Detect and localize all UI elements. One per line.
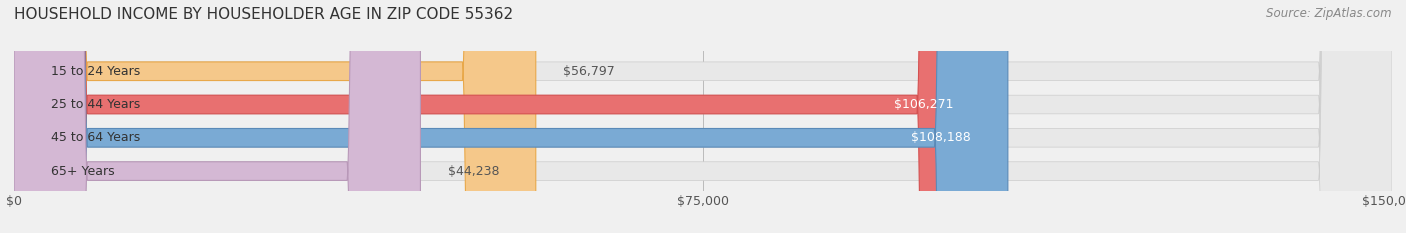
FancyBboxPatch shape	[14, 0, 990, 233]
Text: HOUSEHOLD INCOME BY HOUSEHOLDER AGE IN ZIP CODE 55362: HOUSEHOLD INCOME BY HOUSEHOLDER AGE IN Z…	[14, 7, 513, 22]
FancyBboxPatch shape	[14, 0, 1392, 233]
FancyBboxPatch shape	[14, 0, 1392, 233]
Text: 25 to 44 Years: 25 to 44 Years	[51, 98, 141, 111]
Text: 65+ Years: 65+ Years	[51, 164, 114, 178]
FancyBboxPatch shape	[14, 0, 1008, 233]
Text: $44,238: $44,238	[449, 164, 499, 178]
FancyBboxPatch shape	[14, 0, 1392, 233]
FancyBboxPatch shape	[14, 0, 1392, 233]
Text: $56,797: $56,797	[564, 65, 614, 78]
FancyBboxPatch shape	[14, 0, 420, 233]
Text: $108,188: $108,188	[911, 131, 972, 144]
FancyBboxPatch shape	[14, 0, 536, 233]
Text: 45 to 64 Years: 45 to 64 Years	[51, 131, 141, 144]
Text: $106,271: $106,271	[894, 98, 953, 111]
Text: 15 to 24 Years: 15 to 24 Years	[51, 65, 141, 78]
Text: Source: ZipAtlas.com: Source: ZipAtlas.com	[1267, 7, 1392, 20]
